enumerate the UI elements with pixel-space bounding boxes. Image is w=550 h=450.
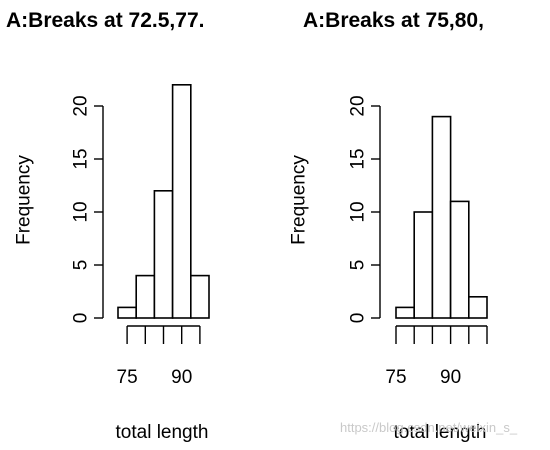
- x-tick-label: 75: [385, 367, 406, 388]
- x-tick-label: 90: [171, 367, 192, 388]
- x-tick-label: 75: [117, 367, 138, 388]
- x-axis-label: total length: [116, 422, 209, 443]
- histogram-bar: [135, 274, 156, 319]
- y-tick-label: 20: [71, 95, 92, 116]
- y-tick-label: 5: [348, 260, 369, 271]
- chart-title: A:Breaks at 75,80,: [303, 9, 484, 32]
- y-tick-label: 0: [348, 313, 369, 324]
- histogram-bar: [395, 306, 416, 319]
- y-tick-label: 10: [71, 201, 92, 222]
- y-tick-label: 15: [71, 148, 92, 169]
- y-tick-label: 0: [71, 313, 92, 324]
- y-tick-label: 20: [348, 95, 369, 116]
- histogram-bar: [449, 200, 470, 319]
- histogram-bar: [117, 306, 138, 319]
- y-tick-label: 10: [348, 201, 369, 222]
- histogram-bar: [413, 211, 434, 319]
- histogram-bar: [467, 295, 488, 319]
- watermark-text: https://blog.csdn.net/weixin_s_: [340, 420, 518, 435]
- histogram-bar: [190, 274, 210, 319]
- x-axis-label: total length: [394, 422, 487, 443]
- y-axis-label: Frequency: [14, 155, 35, 245]
- y-tick-label: 15: [348, 148, 369, 169]
- y-axis-label: Frequency: [289, 155, 310, 245]
- y-tick-label: 5: [71, 260, 92, 271]
- histogram-bar: [171, 84, 192, 319]
- histogram-bar: [153, 190, 174, 319]
- chart-title: A:Breaks at 72.5,77.: [6, 9, 204, 32]
- histogram-bar: [431, 115, 452, 319]
- x-tick-label: 90: [440, 367, 461, 388]
